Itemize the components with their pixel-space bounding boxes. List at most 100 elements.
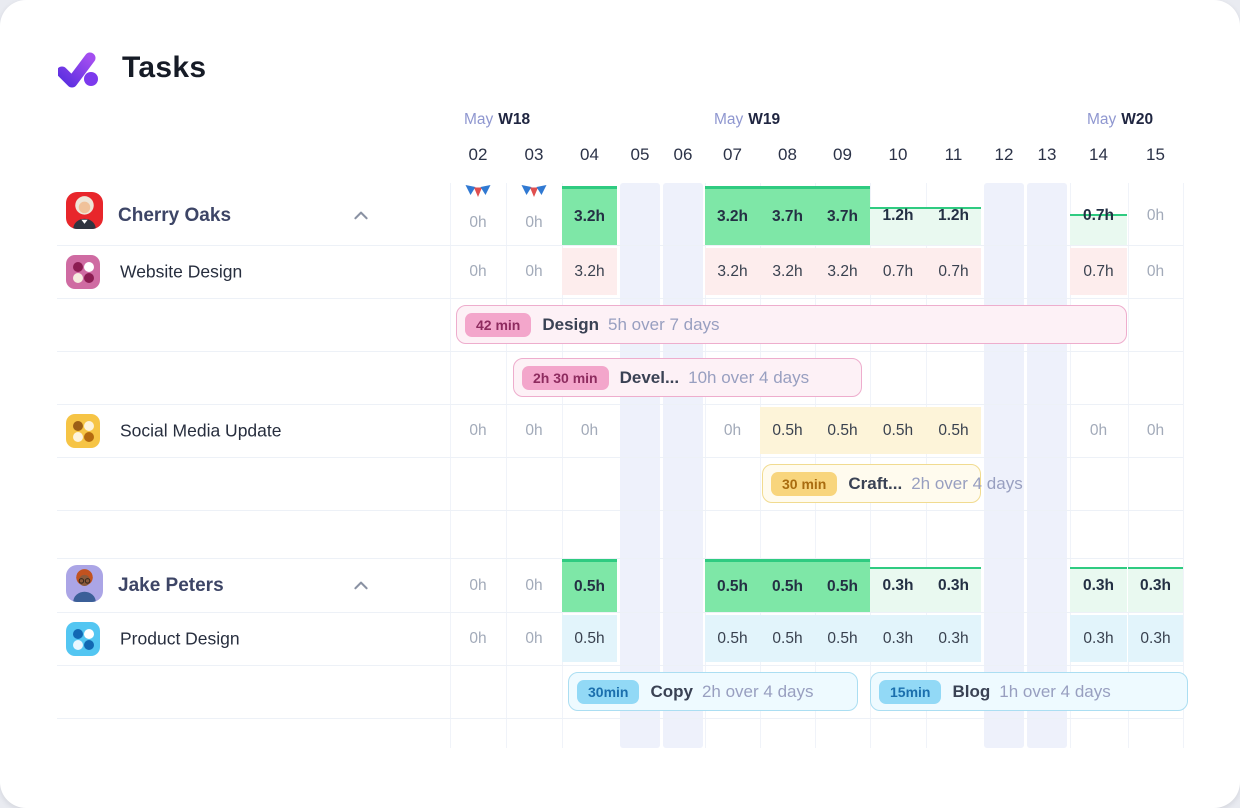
project-row-product-design[interactable]: Product Design 0h 0h 0.5h 0.5h 0.5h 0.5h…: [0, 612, 1240, 665]
hours-cell[interactable]: 0h: [705, 407, 760, 454]
day-header: 02: [468, 145, 488, 164]
hours-value: 0.3h: [938, 629, 969, 647]
hours-cell[interactable]: 0.3h: [1128, 615, 1183, 662]
task-name: Devel...: [619, 367, 680, 387]
hours-cell[interactable]: 0.3h: [1070, 559, 1127, 612]
task-meta: 10h over 4 days: [688, 367, 810, 387]
hours-cell[interactable]: 0.7h: [870, 248, 926, 295]
hours-value: 0.5h: [827, 629, 858, 647]
hours-value: 0.3h: [1082, 576, 1114, 594]
task-name: Design: [542, 314, 600, 334]
hours-cell[interactable]: 0h: [1128, 186, 1183, 245]
hours-cell[interactable]: 0h: [562, 407, 617, 454]
hours-cell[interactable]: 3.7h: [815, 186, 870, 245]
hours-cell[interactable]: 0.7h: [1070, 186, 1127, 245]
hours-cell[interactable]: 0.5h: [562, 559, 617, 612]
hours-cell[interactable]: 3.2h: [705, 186, 760, 245]
hours-cell[interactable]: 0.3h: [1128, 559, 1183, 612]
hours-cell[interactable]: 3.2h: [562, 248, 617, 295]
hours-value: 0.3h: [1140, 629, 1171, 647]
hours-value: 0.5h: [771, 578, 803, 595]
hours-cell[interactable]: 0h: [506, 615, 562, 662]
hours-value: 0.3h: [937, 576, 969, 594]
member-row-cherry-oaks[interactable]: Cherry Oaks 0h 0h 3.2h 3.2h 3.7h 3.7h 1.…: [0, 185, 1240, 245]
hours-cell[interactable]: 0.5h: [705, 559, 760, 612]
dots-grid-icon: [73, 628, 94, 650]
hours-cell[interactable]: 0.3h: [870, 615, 926, 662]
chevron-up-icon[interactable]: [352, 207, 370, 225]
row-divider: [57, 245, 1183, 246]
hours-cell[interactable]: 0h: [506, 248, 562, 295]
milestone-pennant-icon: [465, 185, 491, 197]
hours-value: 0.3h: [1083, 629, 1114, 647]
hours-cell[interactable]: 3.2h: [562, 186, 617, 245]
hours-cell[interactable]: 0.5h: [815, 559, 870, 612]
day-header: 12: [994, 145, 1014, 164]
project-icon-website-design: [66, 254, 100, 289]
task-bar-copy[interactable]: 30min Copy 2h over 4 days: [568, 672, 858, 711]
hours-value: 0.5h: [772, 629, 803, 647]
hours-cell[interactable]: 0h: [450, 559, 506, 612]
hours-cell[interactable]: 1.2h: [870, 186, 926, 245]
hours-cell[interactable]: 0h: [1128, 248, 1183, 295]
hours-cell[interactable]: 0.5h: [815, 615, 870, 662]
task-bar-row: 2h 30 min Devel... 10h over 4 days: [0, 351, 1240, 404]
hours-cell[interactable]: 0.3h: [926, 559, 981, 612]
hours-cell[interactable]: 0h: [450, 615, 506, 662]
hours-value: 0h: [1146, 262, 1165, 280]
project-row-website-design[interactable]: Website Design 0h 0h 3.2h 3.2h 3.2h 3.2h…: [0, 245, 1240, 298]
chevron-up-icon[interactable]: [352, 577, 370, 595]
hours-cell[interactable]: 0.3h: [1070, 615, 1127, 662]
hours-cell[interactable]: 1.2h: [926, 186, 981, 245]
duration-badge: 30 min: [771, 471, 838, 496]
hours-cell[interactable]: 0h: [450, 185, 506, 245]
hours-cell[interactable]: 0h: [506, 559, 562, 612]
hours-value: 0h: [469, 421, 487, 439]
task-bar-row: 30 min Craft... 2h over 4 days: [0, 457, 1240, 510]
hours-cell[interactable]: 0.5h: [760, 559, 815, 612]
hours-cell[interactable]: 0.7h: [1070, 248, 1127, 295]
hours-cell[interactable]: 0.5h: [562, 615, 617, 662]
hours-cell[interactable]: 3.2h: [705, 248, 760, 295]
task-bar-design[interactable]: 42 min Design 5h over 7 days: [456, 305, 1127, 344]
hours-cell[interactable]: 0.3h: [926, 615, 981, 662]
project-row-social-media-update[interactable]: Social Media Update 0h 0h 0h 0h 0.5h 0.5…: [0, 404, 1240, 457]
hours-cell[interactable]: 0.5h: [760, 407, 815, 454]
hours-value: 0.5h: [717, 629, 748, 647]
hours-value: 0h: [1146, 421, 1165, 439]
row-divider: [57, 558, 1183, 559]
hours-value: 0.7h: [1083, 262, 1114, 280]
hours-cell[interactable]: 0h: [506, 407, 562, 454]
hours-cell[interactable]: 0h: [450, 248, 506, 295]
hours-cell[interactable]: 0h: [1128, 407, 1183, 454]
grid-line: [506, 183, 507, 748]
hours-value: 1.2h: [882, 206, 914, 224]
hours-cell[interactable]: 3.7h: [760, 186, 815, 245]
task-bar-development[interactable]: 2h 30 min Devel... 10h over 4 days: [513, 358, 862, 397]
avatar: [66, 192, 103, 229]
task-bar-craft[interactable]: 30 min Craft... 2h over 4 days: [762, 464, 1023, 503]
hours-value: 0.5h: [827, 421, 858, 439]
hours-cell[interactable]: 0.5h: [760, 615, 815, 662]
hours-value: 0h: [525, 576, 543, 594]
hours-value: 3.2h: [772, 262, 803, 280]
hours-cell[interactable]: 3.2h: [760, 248, 815, 295]
hours-cell[interactable]: 0.5h: [705, 615, 760, 662]
hours-cell[interactable]: 0.5h: [870, 407, 926, 454]
hours-cell[interactable]: 0.5h: [815, 407, 870, 454]
grid-line: [450, 183, 451, 748]
hours-value: 3.2h: [574, 262, 605, 280]
hours-cell[interactable]: 0h: [1070, 407, 1127, 454]
member-row-jake-peters[interactable]: Jake Peters 0h 0h 0.5h 0.5h 0.5h 0.5h 0.…: [0, 559, 1240, 612]
hours-cell[interactable]: 0h: [506, 185, 562, 245]
hours-cell[interactable]: 0h: [450, 407, 506, 454]
project-icon-social-media-update: [66, 413, 100, 448]
duration-badge: 30min: [577, 679, 640, 704]
hours-cell[interactable]: 0.3h: [870, 559, 926, 612]
hours-cell[interactable]: 3.2h: [815, 248, 870, 295]
hours-cell[interactable]: 0.7h: [926, 248, 981, 295]
task-bar-blog[interactable]: 15min Blog 1h over 4 days: [870, 672, 1188, 711]
hours-cell[interactable]: 0.5h: [926, 407, 981, 454]
day-header: 15: [1146, 145, 1165, 164]
